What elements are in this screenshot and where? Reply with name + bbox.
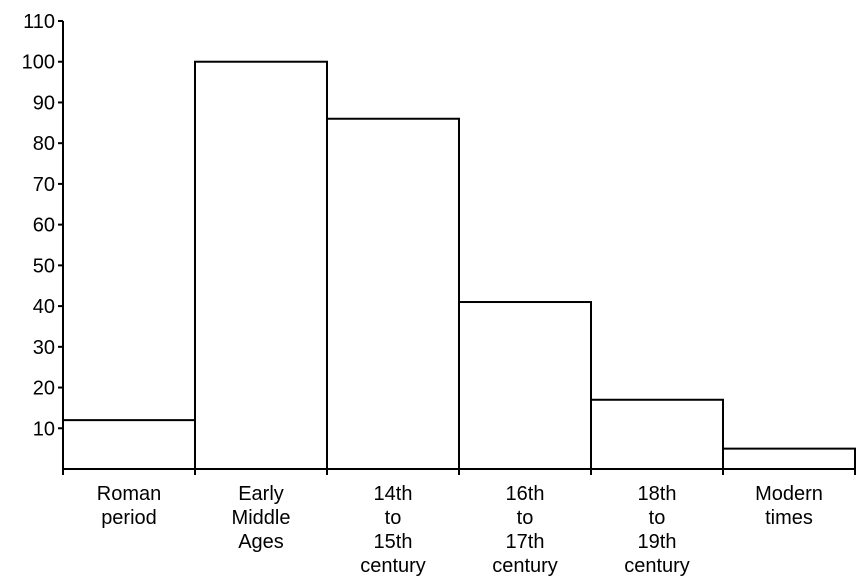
y-tick-label: 90 xyxy=(33,92,55,114)
x-tick-label-line: to xyxy=(649,507,666,529)
y-tick-label: 110 xyxy=(23,11,55,33)
x-tick-label-line: 19th xyxy=(638,531,677,553)
x-tick-label-line: century xyxy=(360,555,426,577)
x-tick-label: 16th to 17th century xyxy=(492,483,558,577)
bar-1 xyxy=(194,60,328,471)
bar-5 xyxy=(722,447,856,470)
x-tick-label-line: to xyxy=(517,507,534,529)
x-tick-label-line: century xyxy=(624,555,690,577)
x-tick-label: Roman period xyxy=(97,483,161,529)
bar-2 xyxy=(326,117,460,470)
x-tick-label-line: century xyxy=(492,555,558,577)
y-tick-label: 70 xyxy=(33,174,55,196)
x-tick-label-line: 16th xyxy=(506,483,545,505)
y-tick-label: 100 xyxy=(22,52,55,74)
bar-4 xyxy=(590,398,724,471)
x-tick-label-line: Middle xyxy=(232,507,291,529)
x-tick-label: 14th to 15th century xyxy=(360,483,426,577)
x-tick-label-line: 15th xyxy=(374,531,413,553)
y-tick-label: 80 xyxy=(33,133,55,155)
bar-0 xyxy=(62,419,196,470)
x-tick-label-line: 18th xyxy=(638,483,677,505)
y-tick-label: 40 xyxy=(33,296,55,318)
x-tick-label: Modern times xyxy=(755,483,823,529)
y-axis-ticks: 10 20 30 40 50 60 70 80 90 100 110 xyxy=(22,11,63,440)
x-tick-label-line: times xyxy=(765,507,813,529)
x-tick-label-line: period xyxy=(101,507,157,529)
y-tick-label: 50 xyxy=(33,255,55,277)
x-tick-label-line: Early xyxy=(238,483,284,505)
x-tick-label-line: to xyxy=(385,507,402,529)
x-tick-label-line: Modern xyxy=(755,483,823,505)
x-tick-label: Early Middle Ages xyxy=(232,483,291,553)
y-tick-label: 10 xyxy=(33,418,55,440)
x-tick-label-line: Roman xyxy=(97,483,161,505)
bar-3 xyxy=(458,301,592,470)
x-tick-label: 18th to 19th century xyxy=(624,483,690,577)
x-tick-label-line: 14th xyxy=(374,483,413,505)
y-tick-label: 60 xyxy=(33,215,55,237)
x-tick-label-line: Ages xyxy=(238,531,284,553)
y-tick-label: 20 xyxy=(33,378,55,400)
x-tick-label-line: 17th xyxy=(506,531,545,553)
y-tick-label: 30 xyxy=(33,337,55,359)
bars-group xyxy=(62,60,856,471)
